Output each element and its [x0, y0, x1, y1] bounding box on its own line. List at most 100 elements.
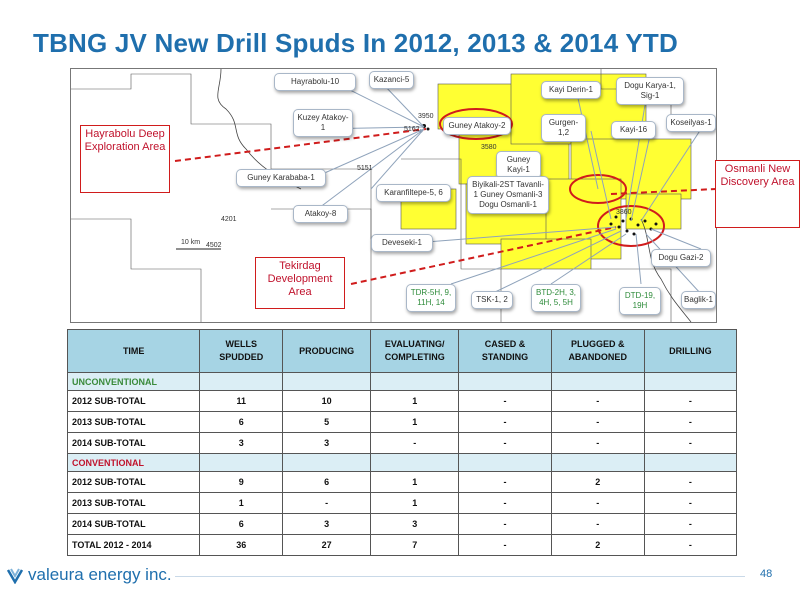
table-row: 2014 SUB-TOTAL 3 3 - - - -: [66, 432, 738, 454]
scale-label: 10 km: [181, 239, 201, 246]
section-label-unconventional: UNCONVENTIONAL: [66, 372, 201, 391]
row-label: 2014 SUB-TOTAL: [66, 432, 201, 454]
callout-tdr: TDR-5H, 9, 11H, 14: [406, 284, 456, 312]
callout-kuzey-atakoy-1: Kuzey Atakoy-1: [293, 109, 353, 137]
row-label: TOTAL 2012 - 2014: [66, 534, 201, 556]
cell: -: [458, 492, 552, 514]
header-drilling: DRILLING: [643, 329, 738, 373]
header-cased-standing: CASED & STANDING: [458, 329, 552, 373]
callout-baglik-1: Baglik-1: [681, 291, 716, 309]
callout-dogu-gazi-2: Dogu Gazi-2: [651, 249, 711, 267]
cell: 1: [370, 411, 460, 433]
row-label: 2013 SUB-TOTAL: [66, 492, 201, 514]
row-label: 2012 SUB-TOTAL: [66, 471, 201, 493]
page-number: 48: [760, 568, 773, 580]
contour-label: 3860: [616, 209, 632, 216]
callout-guney-karababa-1: Guney Karababa-1: [236, 169, 326, 187]
callout-koseilyas-1: Koseilyas-1: [666, 114, 716, 132]
contour-label: 5151: [357, 165, 373, 172]
header-wells-spudded: WELLS SPUDDED: [199, 329, 284, 373]
callout-gurgen: Gurgen-1,2: [541, 114, 586, 142]
well-summary-table: TIME WELLS SPUDDED PRODUCING EVALUATING/…: [66, 329, 738, 556]
row-label: 2014 SUB-TOTAL: [66, 513, 201, 535]
cell: 3: [199, 432, 284, 454]
slide-title: TBNG JV New Drill Spuds In 2012, 2013 & …: [33, 28, 678, 58]
callout-karanfiltepe: Karanfiltepe-5, 6: [376, 184, 451, 202]
section-row-conventional: CONVENTIONAL: [66, 453, 738, 472]
contour-label: 3950: [418, 113, 434, 120]
cell: -: [550, 390, 645, 412]
cell: -: [458, 432, 552, 454]
cell: 1: [370, 471, 460, 493]
header-plugged: PLUGGED & ABANDONED: [550, 329, 645, 373]
contour-label: 5162: [404, 126, 420, 133]
cell: -: [458, 411, 552, 433]
company-logo: valeura energy inc.: [6, 565, 172, 585]
cell: 3: [282, 513, 372, 535]
cell: 3: [282, 432, 372, 454]
header-producing: PRODUCING: [282, 329, 372, 373]
callout-dogu-karya: Dogu Karya-1, Sig-1: [616, 77, 684, 105]
cell: -: [370, 432, 460, 454]
cell: -: [458, 534, 552, 556]
callout-hayrabolu-10: Hayrabolu-10: [274, 73, 356, 91]
section-row-unconventional: UNCONVENTIONAL: [66, 372, 738, 391]
callout-btd: BTD-2H, 3, 4H, 5, 5H: [531, 284, 581, 312]
table-row: 2014 SUB-TOTAL 6 3 3 - - -: [66, 513, 738, 535]
cell: 5: [282, 411, 372, 433]
contour-label: 4502: [206, 242, 222, 249]
header-time: TIME: [66, 329, 201, 373]
header-evaluating: EVALUATING/ COMPLETING: [370, 329, 460, 373]
cell: -: [643, 492, 738, 514]
footer-divider: [175, 576, 745, 577]
cell: -: [550, 432, 645, 454]
cell: -: [550, 492, 645, 514]
cell: 36: [199, 534, 284, 556]
cell: -: [458, 471, 552, 493]
table-header-row: TIME WELLS SPUDDED PRODUCING EVALUATING/…: [66, 329, 738, 373]
cell: -: [282, 492, 372, 514]
cell: -: [643, 411, 738, 433]
callout-kazanci-5: Kazanci-5: [369, 71, 414, 89]
callout-dtd: DTD-19, 19H: [619, 287, 661, 315]
callout-atakoy-8: Atakoy-8: [293, 205, 348, 223]
table-row: 2012 SUB-TOTAL 9 6 1 - 2 -: [66, 471, 738, 493]
table-row: 2012 SUB-TOTAL 11 10 1 - - -: [66, 390, 738, 412]
cell: -: [550, 513, 645, 535]
logo-text: valeura energy inc.: [28, 565, 172, 584]
cell: 1: [370, 390, 460, 412]
cell: 11: [199, 390, 284, 412]
contour-label: 3580: [481, 144, 497, 151]
table-row: 2013 SUB-TOTAL 6 5 1 - - -: [66, 411, 738, 433]
cell: 2: [550, 534, 645, 556]
cell: 27: [282, 534, 372, 556]
row-label: 2013 SUB-TOTAL: [66, 411, 201, 433]
cell: 1: [370, 492, 460, 514]
cell: 10: [282, 390, 372, 412]
cell: 9: [199, 471, 284, 493]
cell: -: [643, 534, 738, 556]
cell: 6: [199, 513, 284, 535]
cell: 1: [199, 492, 284, 514]
cell: -: [643, 390, 738, 412]
hayrabolu-area-label: Hayrabolu Deep Exploration Area: [80, 125, 170, 193]
section-label-conventional: CONVENTIONAL: [66, 453, 201, 472]
cell: 6: [199, 411, 284, 433]
cell: -: [643, 513, 738, 535]
callout-guney-kayi-1: Guney Kayi-1: [496, 151, 541, 179]
cell: -: [458, 513, 552, 535]
table-row: 2013 SUB-TOTAL 1 - 1 - - -: [66, 492, 738, 514]
callout-tsk: TSK-1, 2: [471, 291, 513, 309]
valeura-logo-icon: [6, 568, 24, 584]
osmanli-area-label: Osmanli New Discovery Area: [715, 160, 800, 228]
cell: 3: [370, 513, 460, 535]
cell: 6: [282, 471, 372, 493]
contour-label: 4201: [221, 216, 237, 223]
cell: -: [458, 390, 552, 412]
callout-kayi-16: Kayi-16: [611, 121, 656, 139]
cell: 2: [550, 471, 645, 493]
callout-guney-atakoy-2: Guney Atakoy-2: [443, 117, 511, 135]
callout-deveseki-1: Deveseki-1: [371, 234, 433, 252]
table-row-total: TOTAL 2012 - 2014 36 27 7 - 2 -: [66, 534, 738, 556]
callout-biyikali: Biyikali-2ST Tavanli-1 Guney Osmanli-3 D…: [467, 176, 549, 214]
